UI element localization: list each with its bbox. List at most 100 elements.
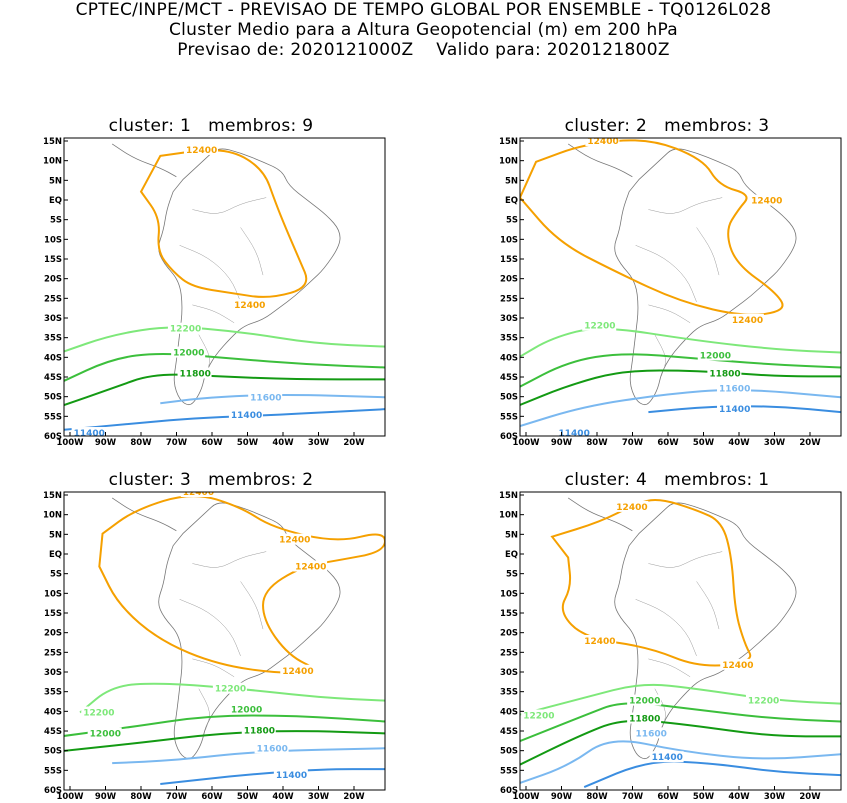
lat-label: 20S <box>44 275 62 285</box>
contour-11400 <box>583 760 841 788</box>
lon-label: 30W <box>764 438 786 448</box>
lat-label: 55S <box>44 766 62 776</box>
map-plot: 12400 12400 12200 12000 11800 11600 11400 11400… <box>43 137 386 448</box>
contour-label-bg <box>177 367 212 379</box>
lat-label: 45S <box>500 727 518 737</box>
lat-label: 10N <box>43 511 62 521</box>
country-border <box>240 581 264 630</box>
lon-label: 60W <box>657 792 679 802</box>
map-plot: 12400 12400 12400 12200 12200 12000 11800 11600… <box>499 491 842 802</box>
contour-label-bg <box>232 298 267 310</box>
contour-label-bg <box>280 664 315 676</box>
contour-label-bg <box>585 138 620 146</box>
lat-label: 25S <box>500 294 518 304</box>
contour-label-bg <box>180 492 215 497</box>
contour-label: 12200 <box>748 697 779 707</box>
lon-label: 50W <box>693 438 715 448</box>
panel-title: cluster: 4 membros: 1 <box>564 470 770 490</box>
coastline-central-america <box>111 143 177 178</box>
contour-label: 11600 <box>719 384 750 394</box>
lon-label: 70W <box>622 792 644 802</box>
panel-title: cluster: 2 membros: 3 <box>564 116 770 136</box>
lat-label: 60S <box>500 432 518 442</box>
lon-label: 40W <box>728 438 750 448</box>
lon-label: 100W <box>56 438 84 448</box>
main-title: CPTEC/INPE/MCT - PREVISAO DE TEMPO GLOBA… <box>75 0 772 20</box>
lon-label: 80W <box>586 438 608 448</box>
cluster-panel-4: cluster: 4 membros: 1 12400 12400 12400 122… <box>484 470 847 802</box>
contour-label: 12400 <box>732 316 763 326</box>
contour-label-bg <box>273 769 308 781</box>
country-border <box>635 245 697 302</box>
contour-12000 <box>520 353 841 388</box>
lat-label: 45S <box>44 727 62 737</box>
country-border <box>192 304 235 323</box>
lat-label: 25S <box>44 294 62 304</box>
lat-label: 25S <box>500 648 518 658</box>
lon-label: 100W <box>512 438 540 448</box>
lat-label: 15N <box>43 137 62 147</box>
lat-label: 55S <box>500 766 518 776</box>
country-border <box>240 227 264 276</box>
lon-label: 50W <box>693 792 715 802</box>
contour-label: 12400 <box>587 137 618 147</box>
contour-12200 <box>79 682 385 714</box>
lon-label: 80W <box>130 792 152 802</box>
coastline-central-america <box>111 497 177 532</box>
lon-label: 40W <box>272 792 294 802</box>
lon-label: 30W <box>764 792 786 802</box>
contour-label-bg <box>183 143 218 155</box>
lat-label: 55S <box>44 412 62 422</box>
contour-label: 11400 <box>652 753 683 763</box>
lat-label: 10N <box>499 157 518 167</box>
lon-label: 60W <box>201 792 223 802</box>
map-area: 12400 12400 12400 12400 12200 12200 12000 12000… <box>64 492 385 786</box>
contour-label: 12400 <box>722 661 753 671</box>
contour-11600 <box>160 394 385 405</box>
country-border <box>648 304 691 323</box>
contour-label-bg <box>87 727 122 739</box>
country-border <box>192 658 235 677</box>
lon-label: 20W <box>343 792 365 802</box>
country-border <box>648 658 691 677</box>
lat-label: 15S <box>44 255 62 265</box>
contour-label-bg <box>212 682 247 694</box>
lon-label: 100W <box>56 792 84 802</box>
contour-label: 12400 <box>751 197 782 207</box>
contour-label: 11800 <box>180 369 211 379</box>
contour-label-bg <box>171 346 206 358</box>
lat-label: 35S <box>500 688 518 698</box>
contour-label: 12400 <box>584 637 615 647</box>
lat-label: 5N <box>505 176 518 186</box>
lat-label: 15N <box>499 491 518 501</box>
contour-label: 12400 <box>616 503 647 513</box>
contour-label-bg <box>745 694 780 706</box>
lat-label: 50S <box>44 393 62 403</box>
contour-label-bg <box>228 409 263 421</box>
cluster-panel-3: cluster: 3 membros: 2 12400 12400 12400 124… <box>28 470 394 802</box>
contour-label: 11400 <box>276 771 307 781</box>
country-border <box>198 688 210 731</box>
lon-label: 40W <box>272 438 294 448</box>
forecast-dates: Previsao de: 2020121000Z Valido para: 20… <box>177 40 670 60</box>
lat-label: 5S <box>506 570 518 580</box>
lat-label: 40S <box>44 707 62 717</box>
contour-12400 <box>520 139 784 316</box>
contour-label: 12000 <box>231 706 262 716</box>
lat-label: 20S <box>44 629 62 639</box>
country-border <box>648 197 723 214</box>
lat-label: 25S <box>44 648 62 658</box>
contour-label: 12200 <box>215 685 246 695</box>
contour-label-bg <box>749 194 784 206</box>
contour-label: 12000 <box>700 352 731 362</box>
subtitle: Cluster Medio para a Altura Geopotencial… <box>168 20 679 40</box>
contour-label-bg <box>707 367 742 379</box>
lat-label: 10S <box>500 589 518 599</box>
contour-11600 <box>112 747 385 765</box>
coastline-south-america <box>614 148 797 406</box>
country-border <box>648 551 723 568</box>
lon-label: 100W <box>512 792 540 802</box>
lat-label: 50S <box>44 747 62 757</box>
country-border <box>179 245 241 302</box>
lat-label: 45S <box>44 373 62 383</box>
